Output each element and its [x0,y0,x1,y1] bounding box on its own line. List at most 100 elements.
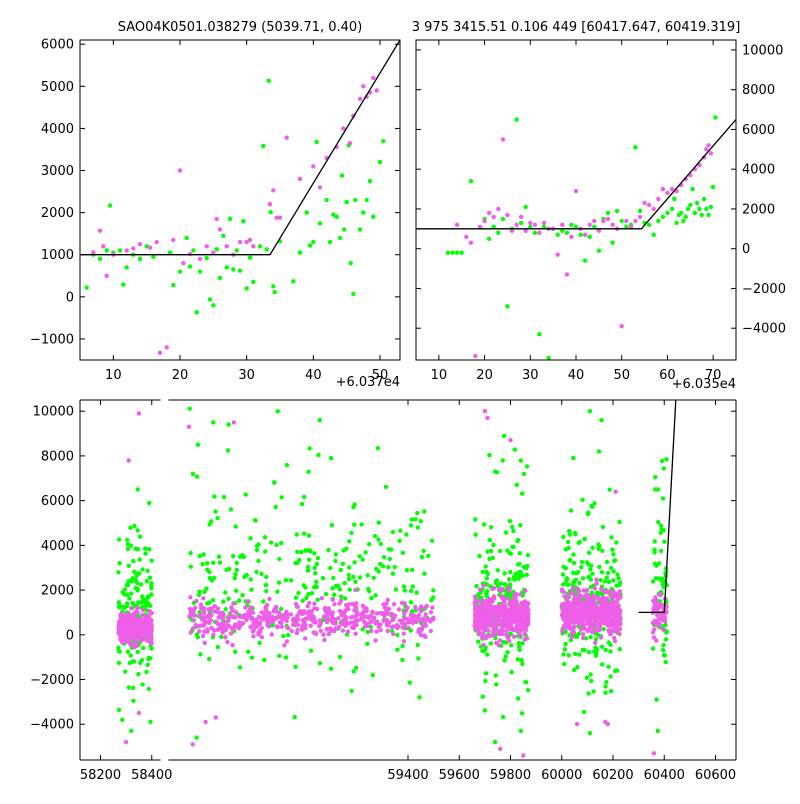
data-point-magenta [128,626,133,631]
data-point-green [344,199,349,205]
data-point-green [523,204,528,210]
data-point-magenta [497,617,503,623]
data-point-magenta [500,629,505,634]
data-point-green [518,220,524,226]
data-point-magenta [369,628,374,633]
data-point-magenta [187,606,193,612]
data-point-green [137,534,143,539]
data-point-magenta [200,633,206,639]
data-point-green [567,557,573,562]
data-point-magenta [131,643,137,649]
data-point-magenta [383,605,388,611]
data-point-magenta [154,239,159,245]
data-point-magenta [595,616,601,621]
data-point-green [326,547,331,553]
data-point-magenta [135,640,140,646]
data-point-green [581,709,587,715]
data-point-green [615,572,620,577]
data-point-green [283,578,289,583]
data-point-green [334,214,339,219]
data-point-magenta [427,619,433,624]
data-point-magenta [592,624,598,629]
data-point-green [261,143,266,149]
data-point-green [606,640,611,645]
data-point-green [429,538,435,543]
data-point-green [505,650,510,655]
data-point-magenta [300,624,305,629]
data-point-green [146,656,151,662]
data-point-green [611,569,616,574]
panel-top-left: SAO04K0501.038279 (5039.71, 0.40) 10 20 30… [30,20,401,390]
data-point-magenta [136,710,142,716]
data-point-green [215,515,220,521]
data-point-green [198,652,203,657]
data-point-magenta [116,622,122,627]
data-point-magenta [275,614,280,620]
data-point-magenta [473,353,478,359]
data-point-green [138,600,144,605]
data-point-green [337,654,343,660]
data-point-green [690,186,695,192]
data-point-green [210,597,216,603]
data-point-magenta [371,75,376,81]
data-point-green [357,575,363,580]
data-point-magenta [608,624,613,629]
data-point-magenta [569,634,575,640]
data-point-green [225,448,231,453]
data-point-magenta [587,616,592,621]
x-tick-label: 60600 [695,768,736,783]
data-point-green [232,575,237,581]
data-point-magenta [322,637,327,643]
panel-top-left-offset-label: +6.037e4 [336,375,400,390]
y-tick-label: 8000 [41,449,74,464]
data-point-magenta [190,742,195,747]
data-point-green [202,589,207,594]
data-point-green [312,551,317,556]
data-point-magenta [124,248,129,253]
data-point-magenta [326,606,331,611]
data-point-green [311,239,316,245]
data-point-green [400,643,405,649]
data-point-green [395,632,400,638]
data-point-green [346,576,352,582]
data-point-magenta [214,619,219,625]
data-point-green [417,695,422,700]
data-point-magenta [606,606,611,611]
data-point-magenta [186,424,192,429]
data-point-magenta [135,635,140,640]
data-point-magenta [215,609,220,615]
data-point-magenta [409,617,415,622]
data-point-green [561,534,566,540]
data-point-green [408,600,414,605]
data-point-green [347,587,352,592]
data-point-green [219,634,224,639]
data-point-magenta [341,618,347,623]
data-point-green [197,589,202,594]
y-tick-label: −1000 [30,332,74,347]
data-point-green [392,564,397,570]
data-point-green [323,591,329,597]
data-point-green [653,487,658,492]
data-point-magenta [477,587,483,592]
data-point-magenta [475,599,481,604]
data-point-magenta [513,615,518,620]
data-point-magenta [633,218,638,224]
data-point-green [211,303,216,308]
data-point-magenta [517,633,523,638]
data-point-green [483,678,488,684]
data-point-green [596,546,601,551]
data-point-green [571,455,576,461]
data-point-magenta [231,601,236,606]
panel-bottom-points [116,400,677,758]
data-point-green [333,583,339,589]
data-point-green [296,590,301,596]
data-point-magenta [660,617,665,623]
data-point-green [306,592,311,597]
data-point-green [609,535,614,540]
data-point-green [348,261,353,266]
data-point-magenta [582,606,588,611]
data-point-green [177,269,183,274]
data-point-magenta [605,216,611,222]
data-point-green [136,672,141,677]
data-point-magenta [192,605,198,610]
